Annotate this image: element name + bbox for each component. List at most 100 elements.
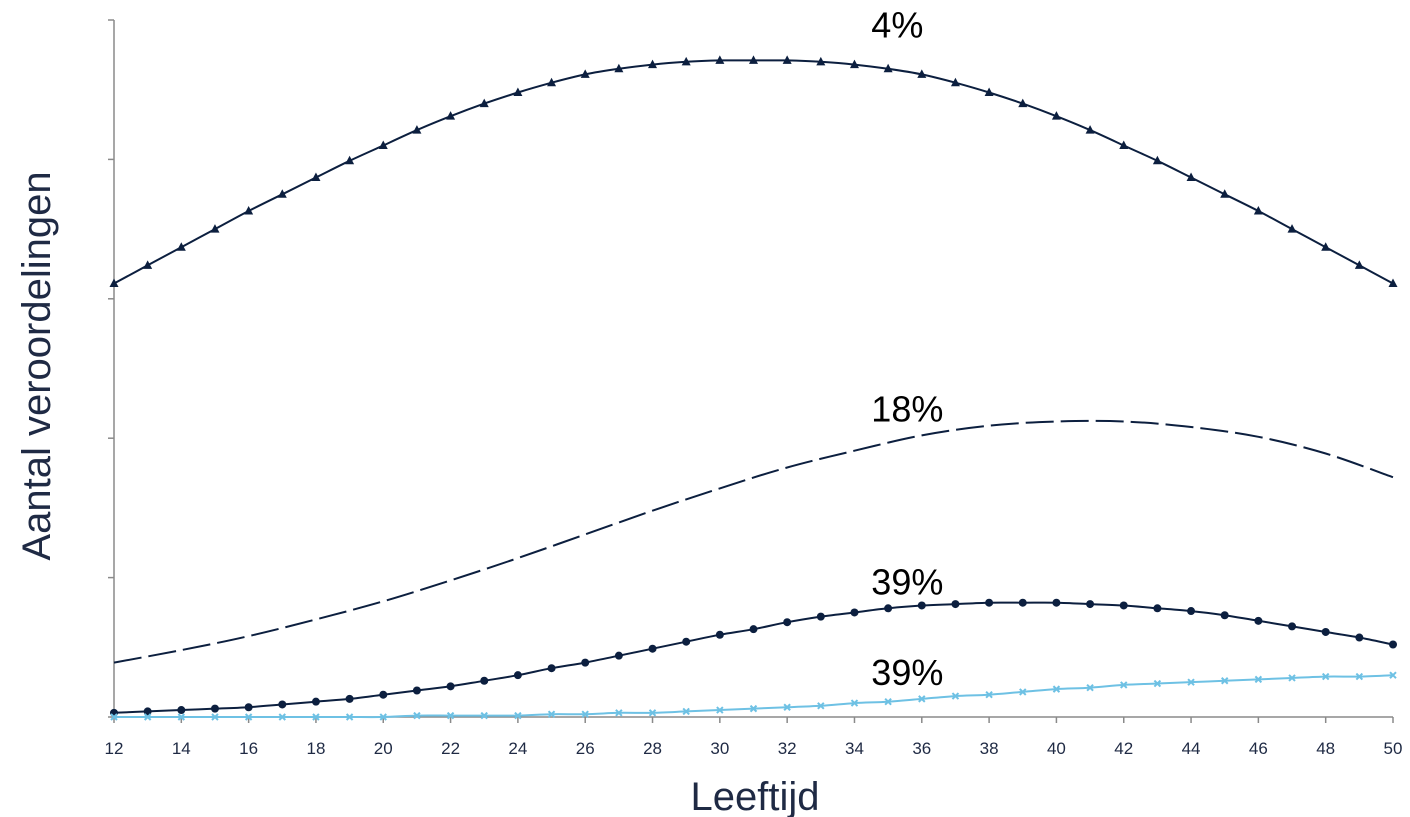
data-point-triangle <box>883 63 893 73</box>
data-point-x <box>1389 671 1397 679</box>
data-point-circle <box>278 700 287 709</box>
data-point-x <box>379 713 387 721</box>
data-point-circle <box>345 694 354 703</box>
data-point-circle <box>715 630 724 639</box>
data-point-x <box>446 711 455 720</box>
data-point-x <box>345 713 354 721</box>
data-point-x <box>850 699 859 707</box>
data-point-triangle <box>277 189 287 198</box>
series-1 <box>109 55 1398 287</box>
data-point-x <box>1086 684 1094 692</box>
data-point-x <box>177 713 186 721</box>
data-point-circle <box>648 644 657 653</box>
data-point-triangle <box>984 87 994 96</box>
series-line <box>113 419 1394 664</box>
data-point-circle <box>1220 611 1229 620</box>
data-point-triangle <box>648 59 658 69</box>
data-point-circle <box>244 703 253 712</box>
data-point-x <box>244 713 253 721</box>
data-point-x <box>413 711 421 720</box>
x-tick-label: 30 <box>710 739 729 758</box>
data-point-triangle <box>1253 205 1263 215</box>
data-point-x <box>1187 678 1195 686</box>
data-point-x <box>547 710 556 718</box>
x-tick-label: 18 <box>306 739 325 758</box>
data-point-circle <box>1018 598 1027 607</box>
data-point-triangle <box>1186 172 1196 182</box>
data-point-triangle <box>1119 140 1129 149</box>
data-point-circle <box>513 671 522 680</box>
data-point-x <box>1120 681 1128 689</box>
data-point-x <box>1321 672 1330 681</box>
data-point-circle <box>884 604 893 613</box>
data-point-circle <box>1321 627 1330 636</box>
x-tick-label: 26 <box>576 739 595 758</box>
data-point-circle <box>210 704 219 713</box>
data-point-x <box>143 713 152 721</box>
data-point-triangle <box>311 172 321 182</box>
x-tick-label: 34 <box>845 739 864 758</box>
data-point-circle <box>917 601 926 610</box>
x-tick-label: 12 <box>105 739 124 758</box>
data-point-x <box>312 713 320 721</box>
data-point-triangle <box>1085 125 1095 134</box>
data-point-triangle <box>109 278 119 287</box>
data-point-triangle <box>715 55 725 64</box>
data-point-triangle <box>816 56 826 66</box>
x-tick-label: 50 <box>1384 739 1403 758</box>
data-point-x <box>783 703 791 711</box>
x-tick-label: 32 <box>778 739 797 758</box>
data-point-x <box>110 713 118 721</box>
data-point-circle <box>1153 604 1162 613</box>
data-point-circle <box>1086 600 1095 609</box>
data-point-triangle <box>1051 111 1061 120</box>
series-1-label: 4% <box>871 5 923 46</box>
series-3 <box>110 598 1397 717</box>
data-point-circle <box>1389 640 1397 649</box>
data-point-circle <box>614 651 623 660</box>
data-point-circle <box>143 707 152 716</box>
series-2-label: 18% <box>871 388 943 429</box>
data-point-x <box>918 695 926 703</box>
data-point-circle <box>749 625 758 634</box>
data-point-triangle <box>210 224 220 233</box>
data-point-triangle <box>614 63 624 73</box>
data-point-triangle <box>917 69 927 78</box>
data-point-circle <box>850 608 859 617</box>
x-tick-label: 20 <box>374 739 393 758</box>
data-point-x <box>480 711 488 720</box>
data-point-triangle <box>782 55 792 64</box>
data-point-x <box>817 702 825 710</box>
data-point-circle <box>1052 598 1061 607</box>
x-tick-label: 48 <box>1316 739 1335 758</box>
data-point-x <box>514 711 522 720</box>
data-point-circle <box>816 612 825 621</box>
x-tick-label: 24 <box>508 739 527 758</box>
series-4-label: 39% <box>871 652 943 693</box>
data-point-x <box>1288 674 1296 682</box>
data-point-x <box>749 704 758 713</box>
x-tick-label: 28 <box>643 739 662 758</box>
data-point-triangle <box>580 69 590 78</box>
x-tick-label: 46 <box>1249 739 1268 758</box>
data-point-triangle <box>849 59 859 69</box>
data-point-x <box>278 713 286 721</box>
series-4 <box>110 671 1397 721</box>
data-point-triangle <box>446 111 456 120</box>
data-point-x <box>211 713 219 721</box>
data-point-triangle <box>513 87 523 96</box>
y-axis-title: Aantal veroordelingen <box>15 171 59 560</box>
data-point-circle <box>446 682 455 691</box>
data-point-x <box>1052 685 1061 693</box>
data-point-circle <box>379 690 388 699</box>
data-point-triangle <box>345 155 355 165</box>
data-point-circle <box>480 676 489 685</box>
data-point-x <box>682 707 690 716</box>
data-point-x <box>615 709 623 717</box>
data-point-circle <box>1254 616 1263 625</box>
data-point-circle <box>985 598 994 607</box>
data-point-x <box>884 697 892 706</box>
data-point-triangle <box>1354 260 1364 269</box>
data-point-x <box>581 710 589 718</box>
